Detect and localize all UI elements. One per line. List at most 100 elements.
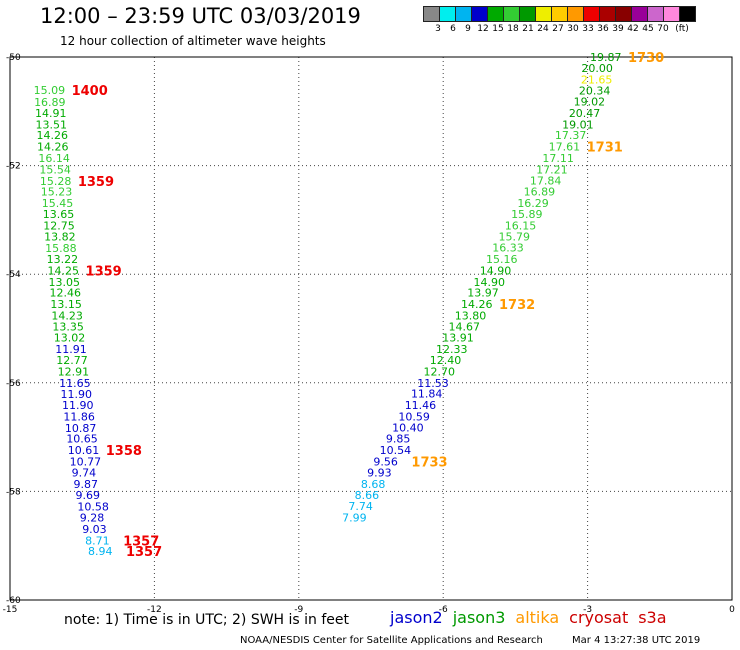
swh-value-label: 15.09 [34,84,66,97]
footer: NOAA/NESDIS Center for Satellite Applica… [240,635,726,646]
swh-value-label: 12.40 [430,354,462,367]
swh-value-label: 15.89 [511,208,543,221]
swh-value-label: 13.02 [54,332,85,345]
legend-label: 18 [507,24,519,34]
y-tick-label: -52 [6,162,21,172]
swh-value-label: 17.61 [549,141,581,154]
footer-timestamp: Mar 4 13:27:38 UTC 2019 [572,635,701,646]
legend-label: 39 [612,24,624,34]
legend-label: 24 [537,24,549,34]
swh-value-label: 8.68 [361,478,386,491]
swh-value-label: 17.84 [530,174,562,187]
swh-value-label: 20.00 [581,62,613,75]
swh-value-label: 10.87 [65,422,97,435]
swh-value-label: 20.47 [569,107,601,120]
swh-value-label: 13.65 [43,208,75,221]
time-label: 1357 [126,545,162,560]
legend-labels: 3 6 9 12 15 18 21 24 27 30 33 36 39 42 45 70 (ft) [423,24,695,36]
swh-value-label: 9.69 [75,489,100,502]
swh-value-label: 14.23 [51,309,83,322]
x-tick-label: -3 [583,605,592,615]
swh-value-label: 12.91 [58,365,90,378]
satellite-jason2: jason2 [390,608,443,627]
swh-value-label: 12.46 [49,287,80,300]
swh-value-label: 8.66 [355,489,380,502]
legend-label: 3 [435,24,441,34]
swh-value-label: 13.97 [467,287,499,300]
swh-value-label: 10.61 [68,444,100,457]
swh-value-label: 11.46 [405,399,437,412]
swh-value-label: 10.40 [392,421,424,434]
satellite-cryosat: cryosat [569,608,629,627]
x-tick-label: 0 [729,605,735,615]
swh-value-label: 10.59 [398,410,430,423]
y-tick-label: -58 [6,487,21,497]
page-title: 12:00 – 23:59 UTC 03/03/2019 [40,4,361,28]
swh-value-label: 21.65 [581,73,613,86]
units-note: note: 1) Time is in UTC; 2) SWH is in fe… [64,612,350,628]
legend-label: 36 [597,24,609,34]
swh-value-label: 19.02 [574,96,606,109]
swh-value-label: 16.15 [505,219,537,232]
time-label: 1733 [411,456,447,471]
color-legend: 3 6 9 12 15 18 21 24 27 30 33 36 39 42 45 70 (ft) [423,6,696,36]
legend-label: 12 [477,24,489,34]
x-tick-label: -12 [147,605,162,615]
swh-value-label: 14.67 [448,320,480,333]
legend-label: 15 [492,24,504,34]
y-tick-label: -54 [6,270,21,280]
legend-label: 6 [450,24,456,34]
swh-value-label: 15.45 [42,197,74,210]
swh-value-label: 8.94 [88,545,113,558]
swh-value-label: 14.26 [461,298,493,311]
swh-value-label: 11.53 [417,377,449,390]
legend-label: 30 [567,24,579,34]
swh-value-label: 9.28 [80,511,105,524]
swh-value-label: 16.89 [524,186,556,199]
swh-value-label: 14.26 [36,129,67,142]
satellite-altika: altika [515,608,560,627]
swh-value-label: 11.65 [59,377,91,390]
legend-label: 70 [657,24,669,34]
page-subtitle: 12 hour collection of altimeter wave hei… [60,34,326,48]
swh-value-label: 15.79 [499,231,531,244]
legend-swatch [679,6,696,22]
swh-value-label: 9.87 [74,478,99,491]
swh-value-label: 15.54 [39,163,70,176]
swh-value-label: 13.05 [49,276,81,289]
swh-value-label: 9.56 [373,456,398,469]
swh-value-label: 13.22 [47,253,78,266]
y-tick-label: -56 [6,379,21,389]
swh-value-label: 13.15 [50,298,82,311]
swh-value-label: 7.99 [342,511,367,524]
swh-value-label: 10.65 [66,433,98,446]
swh-value-label: 8.71 [85,534,110,547]
swh-value-label: 15.23 [41,186,72,199]
swh-value-label: 14.91 [35,107,67,120]
swh-value-label: 14.25 [48,264,80,277]
time-label: 1359 [78,175,114,190]
swh-value-label: 9.74 [72,466,97,479]
swh-value-label: 11.90 [62,399,94,412]
legend-swatches [423,6,696,22]
swh-value-label: 19.87 [590,51,622,64]
time-label: 1357 [123,534,159,549]
legend-label: 42 [627,24,639,34]
swh-value-label: 9.93 [367,466,392,479]
swh-value-label: 16.89 [34,96,66,109]
plot-frame [9,56,733,601]
footer-agency: NOAA/NESDIS Center for Satellite Applica… [240,635,543,646]
swh-value-label: 15.28 [40,175,72,188]
swh-value-label: 12.70 [423,365,455,378]
swh-value-label: 19.01 [562,118,594,131]
legend-label: 9 [465,24,471,34]
time-label: 1731 [587,141,623,156]
legend-label: 45 [642,24,654,34]
swh-value-label: 16.14 [38,152,70,165]
x-tick-label: -6 [439,605,448,615]
swh-value-label: 17.11 [542,152,574,165]
swh-value-label: 12.75 [43,219,75,232]
swh-value-label: 16.33 [492,242,524,255]
legend-label: 33 [582,24,594,34]
swh-value-label: 15.88 [45,242,76,255]
